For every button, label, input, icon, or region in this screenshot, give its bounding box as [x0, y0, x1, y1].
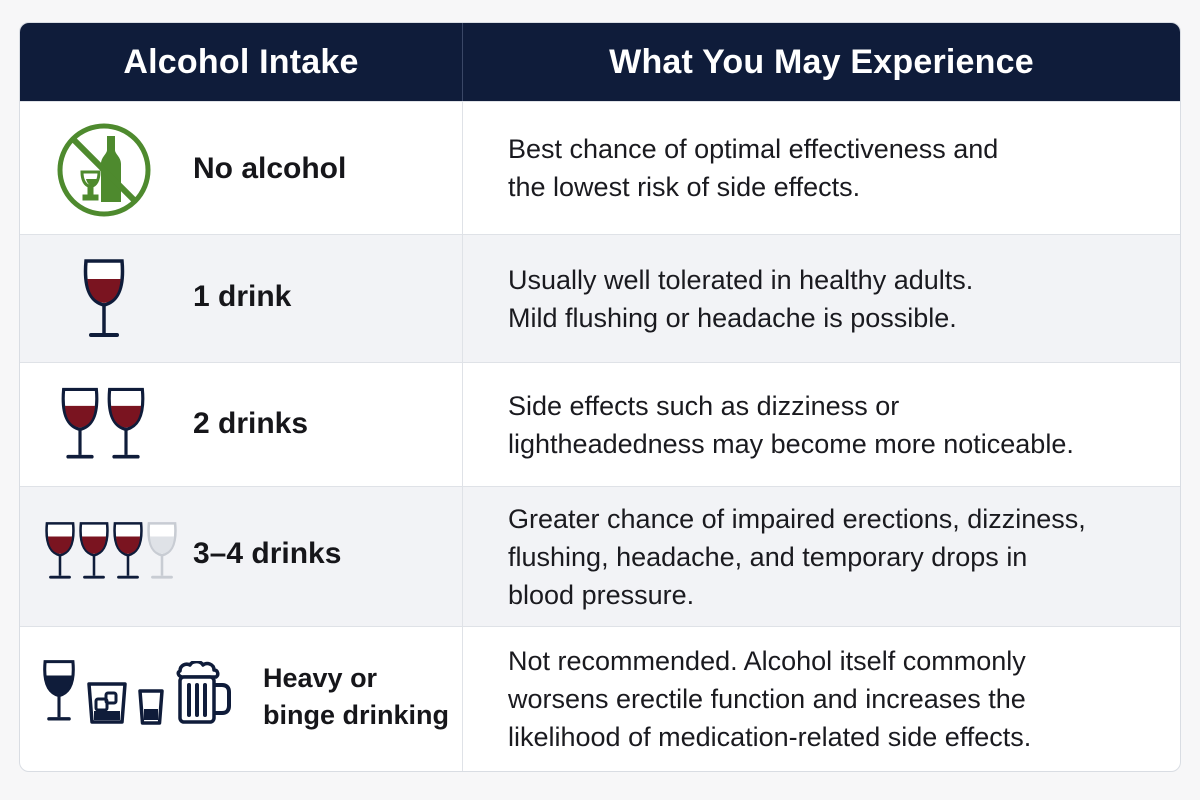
intake-cell: 3–4 drinks [20, 487, 463, 626]
wine-glasses-icon [60, 385, 146, 463]
shot-glass-icon [138, 689, 164, 725]
wine-glass-icon [83, 259, 125, 337]
intake-label: 1 drink [193, 280, 292, 313]
wine-glasses-icon [82, 257, 126, 341]
table-row: 3–4 drinks Greater chance of impaired er… [20, 486, 1180, 626]
intake-cell: Heavy or binge drinking [20, 627, 463, 771]
intake-label: Heavy or binge drinking [263, 660, 449, 734]
description-line: Greater chance of impaired erections, di… [508, 503, 1086, 534]
description-line: Mild flushing or headache is possible. [508, 302, 957, 333]
description-line: lightheadedness may become more noticeab… [508, 428, 1074, 459]
table-header: Alcohol Intake What You May Experience [20, 23, 1180, 101]
intake-label: No alcohol [193, 152, 347, 185]
intake-label: 3–4 drinks [193, 537, 342, 570]
experience-cell: Side effects such as dizziness or lighth… [463, 363, 1180, 486]
wine-glass-icon [45, 522, 75, 579]
description-line: worsens erectile function and increases … [508, 684, 1026, 714]
description-line: likelihood of medication-related side ef… [508, 722, 1032, 752]
wine-glass-icon [61, 387, 99, 459]
alcohol-intake-table: Alcohol Intake What You May Experience N… [19, 22, 1181, 772]
experience-cell: Not recommended. Alcohol itself commonly… [463, 627, 1180, 771]
description-line: Not recommended. Alcohol itself commonly [508, 646, 1026, 676]
intake-cell: 2 drinks [20, 363, 463, 486]
description-line: Side effects such as dizziness or [508, 390, 900, 421]
rocks-glass-icon [87, 682, 127, 724]
wine-glass-icon [79, 522, 109, 579]
wine-glasses-icon [44, 515, 178, 587]
experience-cell: Best chance of optimal effectiveness and… [463, 102, 1180, 234]
beer-mug-icon [176, 661, 231, 724]
description-line: Best chance of optimal effectiveness and [508, 134, 999, 164]
intake-cell: 1 drink [20, 235, 463, 362]
wine-glass-icon [43, 660, 75, 721]
table-row: No alcohol Best chance of optimal effect… [20, 101, 1180, 234]
header-alcohol-intake: Alcohol Intake [20, 23, 463, 101]
intake-label: 2 drinks [193, 407, 309, 440]
description-line: blood pressure. [508, 579, 695, 610]
wine-glass-icon [113, 522, 143, 579]
intake-label-line: Heavy or [263, 663, 378, 693]
description-line: flushing, headache, and temporary drops … [508, 541, 1028, 572]
wine-glass-icon [107, 387, 145, 459]
intake-label-line: binge drinking [263, 700, 449, 730]
table-row: 1 drink Usually well tolerated in health… [20, 234, 1180, 362]
experience-cell: Usually well tolerated in healthy adults… [463, 235, 1180, 362]
no-alcohol-icon [56, 122, 152, 218]
mixed-drinks-icon [42, 657, 232, 725]
intake-cell: No alcohol [20, 102, 463, 234]
description-line: the lowest risk of side effects. [508, 172, 861, 202]
experience-cell: Greater chance of impaired erections, di… [463, 487, 1180, 626]
table-row: Heavy or binge drinking Not recommended.… [20, 626, 1180, 771]
description-line: Usually well tolerated in healthy adults… [508, 264, 974, 295]
faded-wine-glass-icon [147, 522, 177, 579]
table-row: 2 drinks Side effects such as dizziness … [20, 362, 1180, 486]
header-what-you-may-experience: What You May Experience [609, 42, 1034, 81]
